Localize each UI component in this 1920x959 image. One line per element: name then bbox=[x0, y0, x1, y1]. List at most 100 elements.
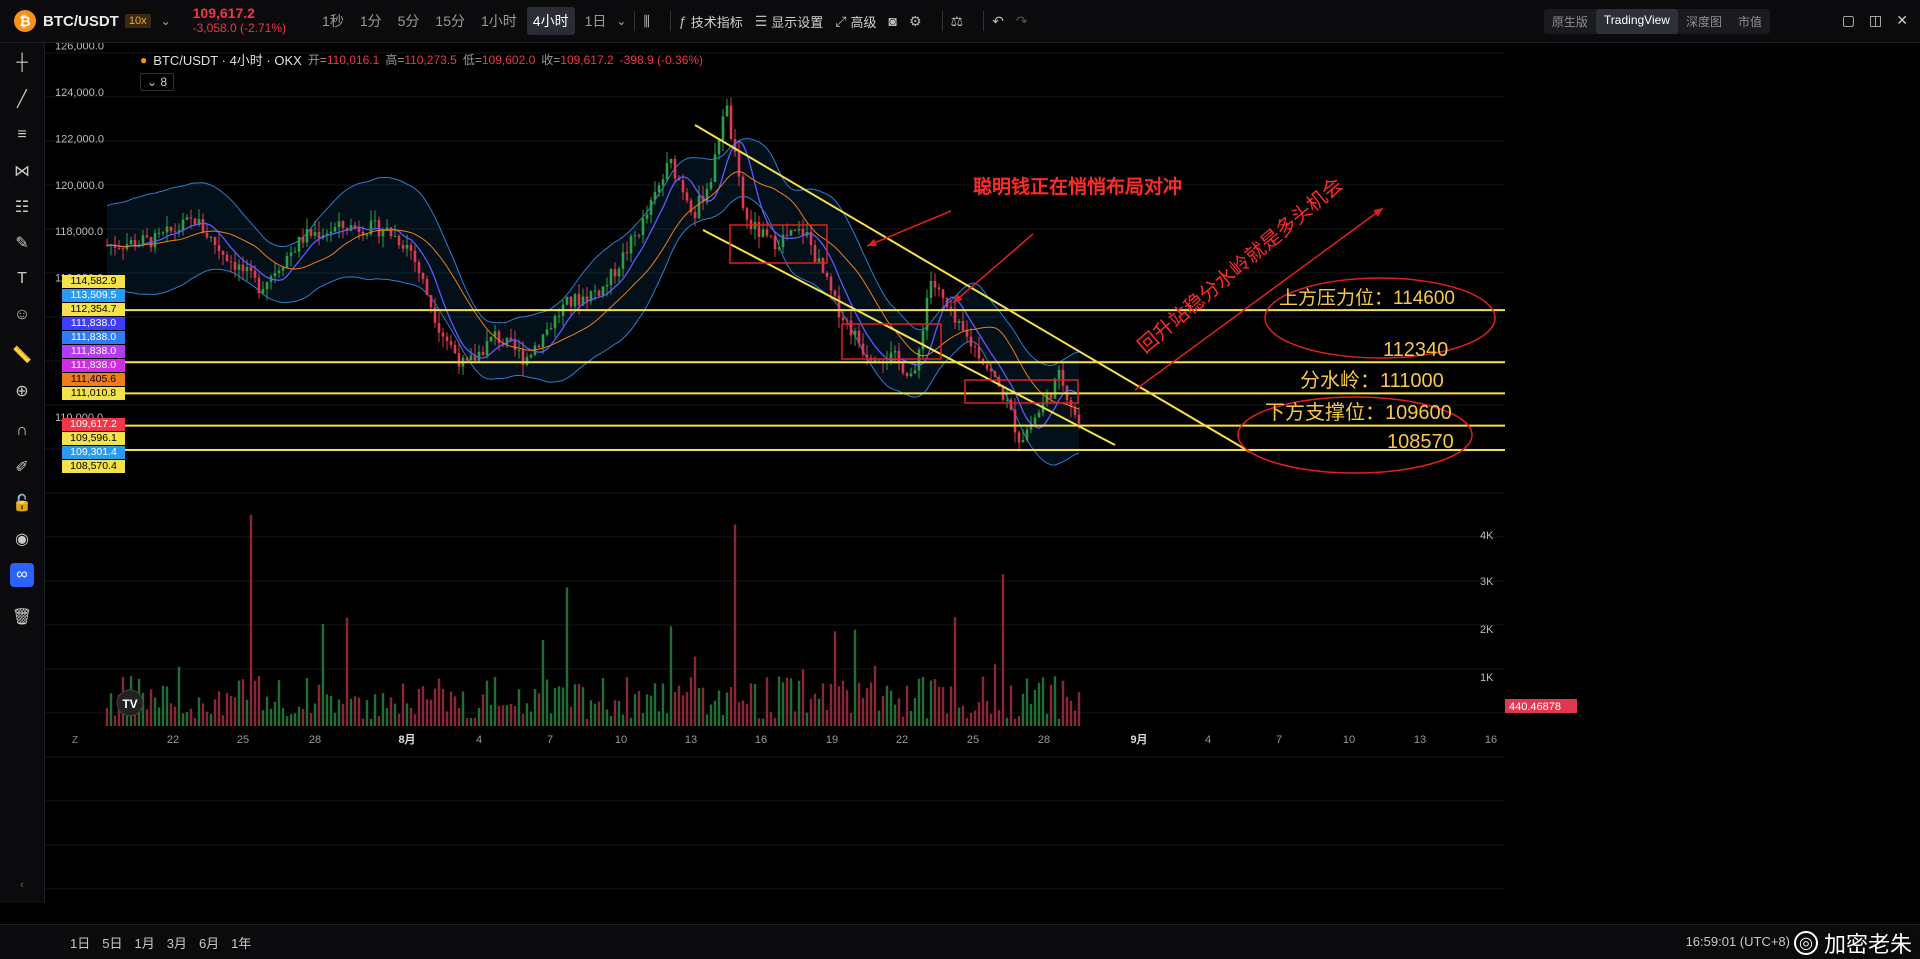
volume-bar bbox=[433, 688, 437, 726]
lock-draw-icon[interactable]: ✐ bbox=[15, 459, 29, 476]
volume-bar bbox=[565, 587, 569, 726]
ruler-icon[interactable]: 📏 bbox=[12, 347, 32, 364]
candle-body bbox=[429, 295, 433, 308]
mode-market-cap[interactable]: 市值 bbox=[1737, 15, 1762, 29]
timeframe-15m[interactable]: 15分 bbox=[435, 13, 465, 29]
timeframe-1s[interactable]: 1秒 bbox=[322, 13, 344, 29]
leverage-badge[interactable]: 10x bbox=[124, 14, 151, 28]
indicators-label: 技术指标 bbox=[690, 14, 743, 30]
candle-body bbox=[849, 320, 853, 336]
symbol-name[interactable]: BTC/USDT bbox=[43, 12, 119, 30]
volume-bar bbox=[289, 714, 293, 726]
volume-bar bbox=[793, 711, 797, 726]
timeframe-1d[interactable]: 1日 bbox=[584, 13, 607, 29]
candle-body bbox=[609, 269, 613, 286]
volume-bar bbox=[205, 711, 209, 726]
fib-icon[interactable]: ☷ bbox=[14, 199, 30, 216]
indicators-icon: ƒ bbox=[678, 13, 687, 29]
horizontal-lines-icon[interactable]: ≡ bbox=[17, 126, 27, 143]
candle-body bbox=[577, 293, 581, 306]
collapse-icon[interactable]: ‹ bbox=[20, 879, 24, 891]
low-value: 109,602.0 bbox=[481, 52, 536, 67]
timeframe-1m[interactable]: 1分 bbox=[359, 13, 382, 29]
volume-bar bbox=[641, 713, 645, 726]
candle-body bbox=[941, 289, 945, 299]
screenshot-button[interactable]: ◙ bbox=[889, 13, 897, 29]
timeframe-selector: 1秒 1分 5分 15分 1小时 4小时 1日 ⌄ ⫼ ƒ 技术指标 ☰ 显示设置 … bbox=[316, 7, 1040, 35]
lock-icon[interactable]: 🔓 bbox=[12, 495, 32, 512]
bollinger-upper bbox=[106, 137, 1080, 367]
x-tick-label: 4 bbox=[1205, 734, 1211, 746]
close-icon[interactable]: ✕ bbox=[1896, 12, 1908, 28]
candle-body bbox=[465, 357, 469, 361]
candle-body bbox=[297, 236, 301, 252]
range-1d[interactable]: 1日 bbox=[70, 935, 91, 951]
timeframe-1h[interactable]: 1小时 bbox=[481, 13, 517, 29]
settings-button[interactable]: ⚙ bbox=[909, 13, 922, 30]
range-5d[interactable]: 5日 bbox=[102, 935, 123, 951]
timeframe-4h[interactable]: 4小时 bbox=[526, 7, 575, 35]
crosshair-icon[interactable]: ┼ bbox=[16, 54, 28, 71]
candle-body bbox=[661, 179, 665, 186]
pattern-icon[interactable]: ⋈ bbox=[14, 163, 30, 180]
range-3m[interactable]: 3月 bbox=[166, 935, 187, 951]
volume-bar bbox=[593, 703, 597, 726]
candle-body bbox=[1061, 369, 1065, 386]
volume-bar bbox=[965, 717, 969, 726]
candle-body bbox=[165, 226, 169, 233]
trendline-lower bbox=[702, 229, 1116, 446]
candle-body bbox=[625, 252, 629, 254]
candle-body bbox=[665, 163, 669, 180]
candle-body bbox=[669, 158, 673, 164]
zoom-icon[interactable]: ⊕ bbox=[15, 383, 29, 400]
advanced-button[interactable]: ⤢ 高级 bbox=[835, 12, 876, 31]
y-tick-label: 124,000.0 bbox=[55, 87, 104, 99]
volume-bar bbox=[857, 682, 861, 726]
volume-bar bbox=[457, 708, 461, 726]
brush-icon[interactable]: ✎ bbox=[15, 235, 29, 252]
y-tick-label: 122,000.0 bbox=[55, 133, 104, 145]
ma-fast bbox=[106, 140, 1080, 429]
timeframe-more-icon[interactable]: ⌄ bbox=[616, 14, 627, 28]
candle-body bbox=[1005, 399, 1009, 401]
mode-tradingview[interactable]: TradingView bbox=[1595, 9, 1678, 34]
trendline-icon[interactable]: ╱ bbox=[17, 91, 27, 108]
chart-area[interactable]: 聪明钱正在悄悄布局对冲 回升站稳分水岭就是多头机会 上方压力位：114600 1123… bbox=[45, 41, 1920, 903]
maximize-icon[interactable]: ▢ bbox=[1841, 12, 1856, 28]
candle-type-button[interactable]: ⫼ bbox=[643, 13, 649, 30]
emoji-icon[interactable]: ☺ bbox=[13, 306, 31, 323]
candle-body bbox=[581, 296, 585, 306]
magnet-icon[interactable]: ∩ bbox=[16, 422, 28, 439]
price-label: 111,838.0 bbox=[62, 317, 125, 330]
eye-icon[interactable]: ◉ bbox=[15, 531, 29, 548]
arrow-down-right bbox=[952, 233, 1034, 304]
undo-button[interactable]: ↶ bbox=[992, 13, 1004, 30]
range-1y[interactable]: 1年 bbox=[231, 935, 252, 951]
indicators-button[interactable]: ƒ 技术指标 bbox=[679, 12, 743, 31]
candle-body bbox=[713, 154, 717, 183]
price-label: 111,405.6 bbox=[62, 373, 125, 386]
volume-bar bbox=[665, 713, 669, 726]
link-icon[interactable]: ∞ bbox=[10, 563, 34, 587]
volume-bar bbox=[317, 684, 321, 726]
indicator-toggle[interactable]: ⌄ 8 bbox=[140, 73, 175, 91]
display-settings-button[interactable]: ☰ 显示设置 bbox=[755, 12, 824, 31]
compare-button[interactable]: ⚖ bbox=[951, 13, 964, 30]
volume-bar bbox=[157, 707, 161, 726]
mode-depth[interactable]: 深度图 bbox=[1685, 15, 1722, 29]
volume-bar bbox=[245, 699, 249, 726]
timeframe-5m[interactable]: 5分 bbox=[397, 13, 420, 29]
legend-change: -398.9 (-0.36%) bbox=[619, 52, 704, 67]
candle-body bbox=[397, 235, 401, 246]
candle-body bbox=[585, 296, 589, 302]
range-1m[interactable]: 1月 bbox=[134, 935, 155, 951]
volume-bar bbox=[893, 704, 897, 726]
text-icon[interactable]: T bbox=[17, 270, 27, 287]
chevron-down-icon[interactable]: ⌄ bbox=[160, 14, 171, 28]
range-6m[interactable]: 6月 bbox=[198, 935, 220, 951]
mode-native[interactable]: 原生版 bbox=[1551, 15, 1588, 29]
trash-icon[interactable]: 🗑 bbox=[11, 609, 33, 626]
redo-button[interactable]: ↷ bbox=[1016, 13, 1028, 30]
split-icon[interactable]: ◫ bbox=[1869, 12, 1883, 28]
